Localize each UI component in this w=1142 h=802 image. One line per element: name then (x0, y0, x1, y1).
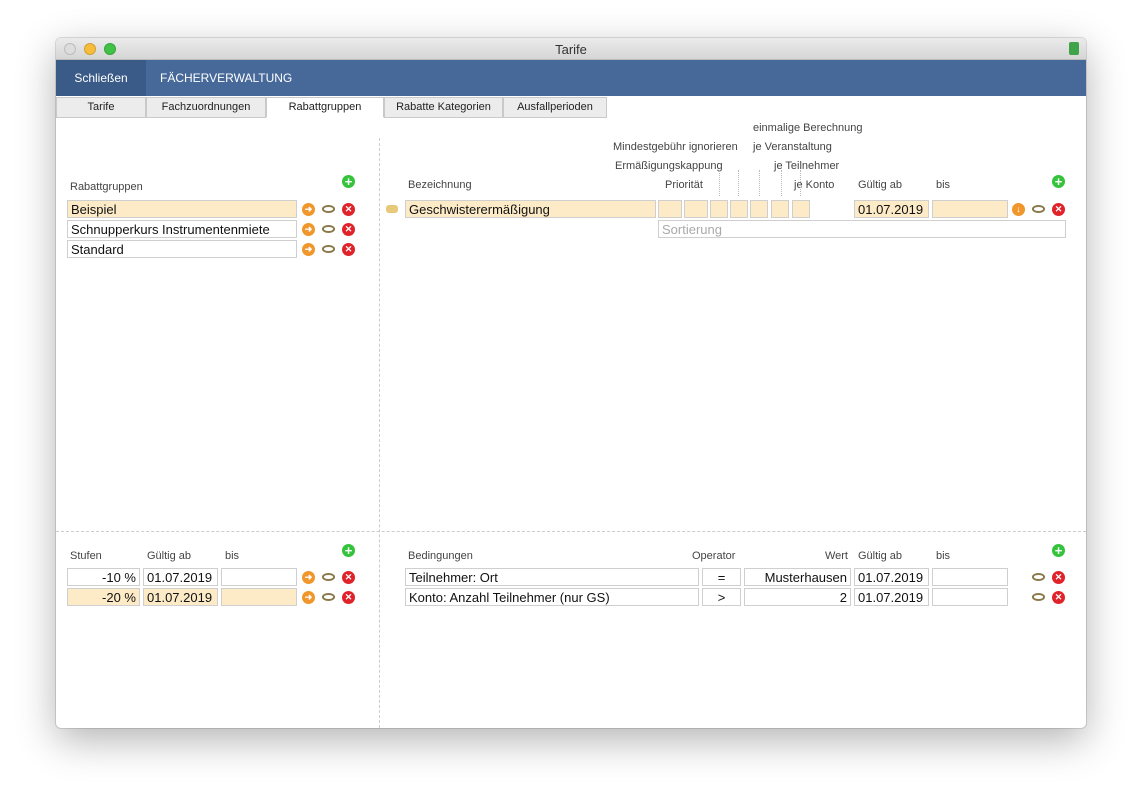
tab[interactable]: Rabatte Kategorien (384, 97, 503, 118)
flag-field[interactable] (792, 200, 810, 218)
group-field[interactable]: Schnupperkurs Instrumentenmiete (67, 220, 297, 238)
date-field[interactable] (221, 588, 297, 606)
date-field[interactable] (932, 568, 1008, 586)
del-icon[interactable]: ✕ (342, 243, 355, 256)
del-icon[interactable]: ✕ (1052, 203, 1065, 216)
discount-field[interactable]: Geschwisterermäßigung (405, 200, 656, 218)
flag-field[interactable] (710, 200, 728, 218)
header: bis (936, 179, 951, 191)
header: Operator (692, 550, 736, 562)
header: bis (225, 550, 240, 562)
header: Wert (824, 550, 848, 562)
window-title: Tarife (555, 42, 587, 57)
value-field[interactable]: Musterhausen (744, 568, 851, 586)
eye-icon[interactable] (1032, 205, 1045, 213)
del-icon[interactable]: ✕ (342, 203, 355, 216)
lock-icon (1069, 42, 1079, 55)
header: je Konto (794, 179, 835, 191)
down-icon[interactable]: ↓ (1012, 203, 1025, 216)
date-field[interactable] (932, 588, 1008, 606)
eye-icon[interactable] (322, 205, 335, 213)
tab[interactable]: Ausfallperioden (503, 97, 607, 118)
header: Gültig ab (858, 179, 903, 191)
del-icon[interactable]: ✕ (1052, 591, 1065, 604)
go-icon[interactable]: ➜ (302, 223, 315, 236)
guide-line (719, 170, 720, 196)
guide-line (738, 170, 739, 196)
header: je Veranstaltung (753, 141, 832, 153)
group-field[interactable]: Beispiel (67, 200, 297, 218)
del-icon[interactable]: ✕ (1052, 571, 1065, 584)
eye-icon[interactable] (1032, 593, 1045, 601)
menu-item[interactable]: FÄCHERVERWALTUNG (160, 71, 293, 85)
header: Ermäßigungskappung (615, 160, 723, 172)
header: Rabattgruppen (70, 181, 143, 193)
date-field[interactable] (932, 200, 1008, 218)
window-button[interactable] (104, 43, 116, 55)
header: Bezeichnung (408, 179, 472, 191)
header: Mindestgebühr ignorieren (613, 141, 738, 153)
eye-icon[interactable] (322, 245, 335, 253)
flag-field[interactable] (730, 200, 748, 218)
date-field[interactable]: 01.07.2019 (854, 200, 929, 218)
flag-field[interactable] (658, 200, 682, 218)
del-icon[interactable]: ✕ (342, 591, 355, 604)
header: Bedingungen (408, 550, 473, 562)
toolbar (56, 60, 1086, 96)
title-bar (56, 38, 1086, 60)
go-icon[interactable]: ➜ (302, 243, 315, 256)
eye-icon[interactable] (322, 593, 335, 601)
value-field[interactable]: 2 (744, 588, 851, 606)
go-icon[interactable]: ➜ (302, 571, 315, 584)
sort-field[interactable]: Sortierung (658, 220, 1066, 238)
add-icon[interactable]: + (342, 544, 355, 557)
group-field[interactable]: Standard (67, 240, 297, 258)
window (56, 38, 1086, 728)
header: Gültig ab (858, 550, 903, 562)
add-icon[interactable]: + (342, 175, 355, 188)
guide-line (759, 170, 760, 196)
condition-field[interactable]: Konto: Anzahl Teilnehmer (nur GS) (405, 588, 699, 606)
date-field[interactable]: 01.07.2019 (143, 588, 218, 606)
eye-icon[interactable] (1032, 573, 1045, 581)
date-field[interactable]: 01.07.2019 (854, 568, 929, 586)
level-field[interactable]: -10 % (67, 568, 140, 586)
operator-field[interactable]: = (702, 568, 741, 586)
date-field[interactable]: 01.07.2019 (143, 568, 218, 586)
tab[interactable]: Rabattgruppen (266, 97, 384, 118)
flag-field[interactable] (750, 200, 768, 218)
close-button[interactable]: Schließen (56, 60, 146, 96)
eye-icon[interactable] (322, 573, 335, 581)
window-button[interactable] (84, 43, 96, 55)
window-button[interactable] (64, 43, 76, 55)
add-icon[interactable]: + (1052, 175, 1065, 188)
eye-icon[interactable] (322, 225, 335, 233)
row-handle (386, 205, 398, 213)
condition-field[interactable]: Teilnehmer: Ort (405, 568, 699, 586)
date-field[interactable] (221, 568, 297, 586)
del-icon[interactable]: ✕ (342, 223, 355, 236)
del-icon[interactable]: ✕ (342, 571, 355, 584)
date-field[interactable]: 01.07.2019 (854, 588, 929, 606)
add-icon[interactable]: + (1052, 544, 1065, 557)
flag-field[interactable] (684, 200, 708, 218)
divider (56, 531, 1086, 532)
tab[interactable]: Tarife (56, 97, 146, 118)
header: bis (936, 550, 951, 562)
go-icon[interactable]: ➜ (302, 203, 315, 216)
header: je Teilnehmer (774, 160, 840, 172)
operator-field[interactable]: > (702, 588, 741, 606)
tab[interactable]: Fachzuordnungen (146, 97, 266, 118)
header: einmalige Berechnung (753, 122, 863, 134)
divider (379, 138, 380, 728)
guide-line (800, 170, 801, 196)
go-icon[interactable]: ➜ (302, 591, 315, 604)
guide-line (781, 170, 782, 196)
header: Stufen (70, 550, 102, 562)
flag-field[interactable] (771, 200, 789, 218)
header: Priorität (665, 179, 703, 191)
header: Gültig ab (147, 550, 192, 562)
level-field[interactable]: -20 % (67, 588, 140, 606)
